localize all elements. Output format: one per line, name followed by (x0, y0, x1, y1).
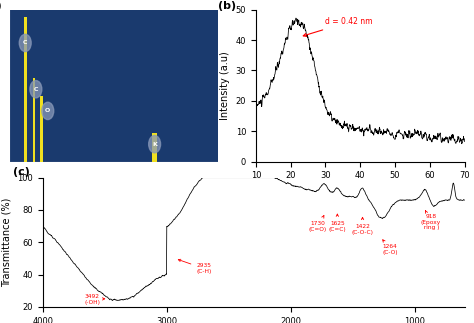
Bar (24, 17, 27, 162)
Ellipse shape (19, 34, 31, 52)
Text: (b): (b) (219, 1, 237, 11)
Text: 1730
(C=O): 1730 (C=O) (309, 215, 327, 232)
Text: K: K (152, 142, 157, 147)
Text: 918
(Epoxy
 ring ): 918 (Epoxy ring ) (421, 211, 441, 230)
Bar (152, 132, 157, 162)
Text: 2935
(C-H): 2935 (C-H) (178, 259, 212, 274)
Text: C: C (34, 87, 38, 92)
Text: 1422
(C-O-C): 1422 (C-O-C) (352, 217, 374, 235)
Y-axis label: Transmittance (%): Transmittance (%) (1, 198, 12, 287)
Ellipse shape (30, 80, 42, 98)
Y-axis label: Intensity (a.u): Intensity (a.u) (220, 51, 230, 120)
Text: (c): (c) (13, 167, 30, 177)
Text: (a): (a) (0, 1, 2, 11)
Ellipse shape (42, 102, 54, 120)
Text: C: C (23, 40, 27, 46)
X-axis label: 2 θ (degree): 2 θ (degree) (330, 186, 390, 196)
Bar (40, 97, 43, 162)
Text: d = 0.42 nm: d = 0.42 nm (303, 17, 373, 36)
Text: 3492
(-OH): 3492 (-OH) (84, 294, 105, 305)
Text: 1625
(C=C): 1625 (C=C) (328, 214, 346, 232)
Ellipse shape (149, 135, 161, 153)
Text: O: O (45, 109, 50, 113)
Text: 1264
(C-O): 1264 (C-O) (382, 240, 398, 255)
Bar (33, 78, 36, 162)
